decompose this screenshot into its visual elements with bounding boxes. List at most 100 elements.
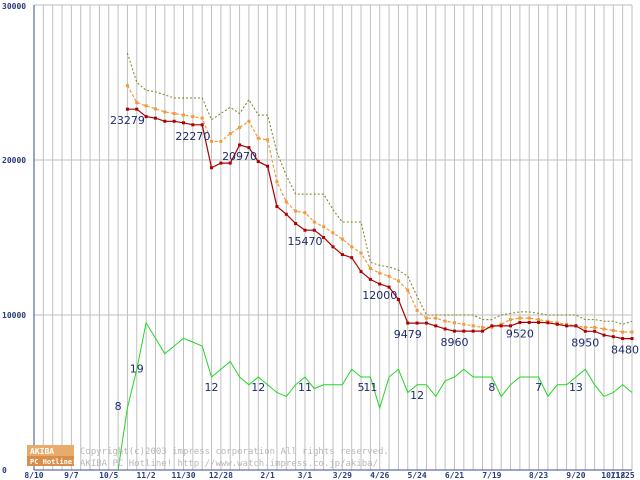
x-tick-label: 8/23 <box>529 471 548 480</box>
series-point-dashed <box>294 209 298 213</box>
series-point-solid <box>462 329 466 333</box>
series-point-solid <box>611 335 615 339</box>
series-point-dashed <box>555 321 559 325</box>
y-tick-label: 0 <box>2 466 7 475</box>
series-point-dashed <box>630 330 634 334</box>
shop-count-label: 12 <box>410 389 424 402</box>
x-tick-label: 10/18 <box>601 471 625 480</box>
series-point-solid <box>172 119 176 123</box>
series-point-dashed <box>219 139 223 143</box>
series-point-dashed <box>527 316 531 320</box>
series-point-dashed <box>303 211 307 215</box>
series-point-solid <box>387 285 391 289</box>
series-point-solid <box>415 321 419 325</box>
series-point-solid <box>228 161 232 165</box>
series-point-dashed <box>434 316 438 320</box>
logo-bottom-text: PC Hotline! <box>30 458 76 466</box>
series-point-solid <box>219 161 223 165</box>
series-point-dashed <box>471 324 475 328</box>
x-tick-label: 12/28 <box>209 471 233 480</box>
series-point-dashed <box>312 220 316 224</box>
series-point-dashed <box>350 245 354 249</box>
series-point-solid <box>303 228 307 232</box>
shop-count-line <box>117 321 633 471</box>
x-tick-label: 3/29 <box>333 471 352 480</box>
series-point-solid <box>424 321 428 325</box>
logo: AKIBA PC Hotline! <box>27 445 76 466</box>
shop-count-label: 11 <box>298 381 312 394</box>
series-point-solid <box>406 321 410 325</box>
series-point-solid <box>434 324 438 328</box>
x-tick-label: 6/21 <box>445 471 464 480</box>
series-point-dashed <box>238 125 242 129</box>
y-tick-label: 30000 <box>2 2 26 11</box>
series-point-dashed <box>125 84 129 88</box>
series-point-dashed <box>621 330 625 334</box>
series-point-dashed <box>182 113 185 117</box>
series-point-dashed <box>266 138 270 142</box>
series-point-solid <box>396 298 400 301</box>
logo-top-text: AKIBA <box>30 447 54 456</box>
series-point-dashed <box>200 116 204 120</box>
grid <box>33 4 633 471</box>
series-point-dashed <box>481 325 484 329</box>
series-point-solid <box>322 236 326 239</box>
x-tick-label: 9/7 <box>64 471 79 480</box>
series-point-solid <box>593 329 597 333</box>
series-point-dashed <box>593 325 597 329</box>
price-label: 8950 <box>571 336 599 349</box>
logo-top-block <box>27 445 74 456</box>
copyright-line-2: AKIBA PC Hotline! http://www.watch.impre… <box>80 459 378 469</box>
series-point-solid <box>294 222 298 226</box>
series-point-solid <box>583 329 587 333</box>
shop-count-label: 8 <box>488 381 495 394</box>
series-point-solid <box>499 324 503 328</box>
series-point-solid <box>125 107 129 111</box>
shop-count-label: 5 <box>358 381 365 394</box>
series-point-solid <box>452 329 456 333</box>
series-point-dashed <box>583 325 587 329</box>
series-point-dashed <box>210 139 214 143</box>
series-point-dashed <box>565 322 569 326</box>
series-point-dashed <box>191 115 195 119</box>
x-tick-label: 9/20 <box>566 471 585 480</box>
series-point-dashed <box>144 104 148 108</box>
shop-count-label: 13 <box>569 381 583 394</box>
series-point-solid <box>247 146 251 150</box>
series-point-dashed <box>443 319 447 323</box>
series-point-dashed <box>228 132 232 136</box>
series-point-solid <box>163 119 167 123</box>
price-label: 8960 <box>440 336 468 349</box>
series-point-dashed <box>247 119 251 123</box>
shop-count-label: 12 <box>205 381 219 394</box>
annotation-layer: 23279 22270 20970 15470 12000 9479 8960 9520 895… <box>110 114 639 413</box>
x-tick-label: 11/30 <box>171 471 195 480</box>
series-point-dashed <box>396 279 400 283</box>
series-point-solid <box>630 337 634 341</box>
series-point-dashed <box>490 325 494 329</box>
series-point-solid <box>266 164 270 168</box>
x-tick-label: 10/5 <box>99 471 118 480</box>
series-point-solid <box>574 324 578 328</box>
y-tick-label: 10000 <box>2 311 26 320</box>
series-point-solid <box>481 329 484 333</box>
x-tick-label: 3/1 <box>298 471 313 480</box>
x-tick-label: 4/26 <box>370 471 389 480</box>
series-point-solid <box>312 228 316 232</box>
series-point-dashed <box>424 316 428 320</box>
series-point-solid <box>275 205 279 208</box>
price-label: 9479 <box>394 328 422 341</box>
series-point-dashed <box>518 316 522 320</box>
series-point-solid <box>546 321 550 325</box>
price-label: 9520 <box>506 327 534 340</box>
shop-count-label: 8 <box>115 400 122 413</box>
price-label: 22270 <box>175 130 210 143</box>
series-point-solid <box>340 253 344 257</box>
series-point-dashed <box>163 110 167 114</box>
series-point-dashed <box>340 237 344 241</box>
series-point-solid <box>518 320 522 324</box>
series-line-dotted <box>126 52 633 325</box>
shop-count-label: 7 <box>535 381 542 394</box>
shop-count-label: 11 <box>363 381 377 394</box>
